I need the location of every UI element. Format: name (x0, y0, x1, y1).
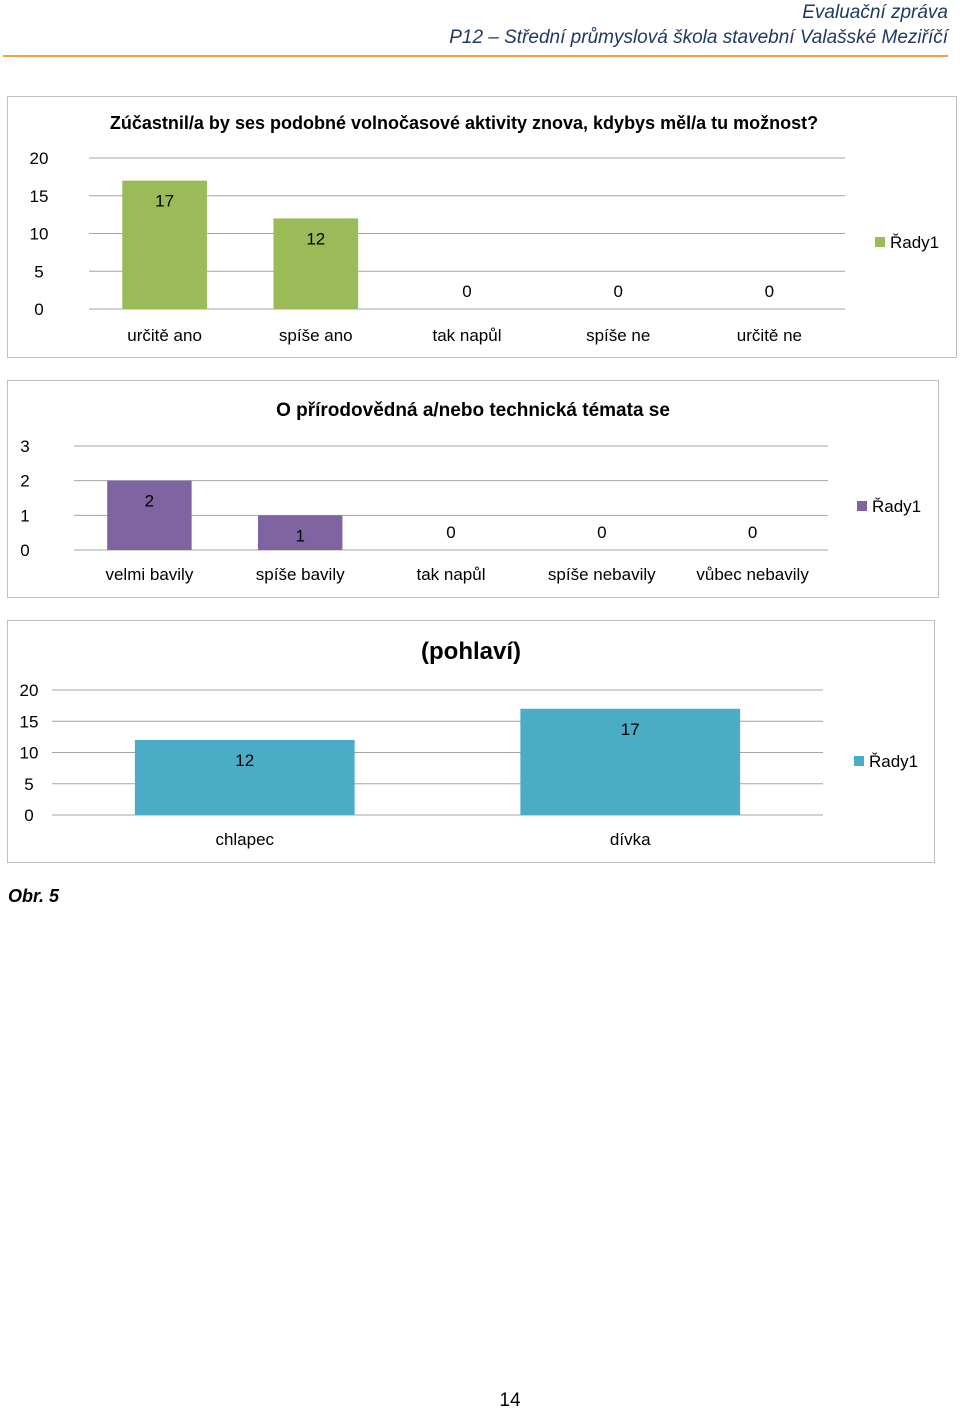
bar (273, 218, 359, 309)
y-tick-label: 2 (20, 472, 29, 491)
category-label: spíše ano (279, 326, 353, 345)
y-tick-label: 15 (20, 712, 39, 731)
legend-label: Řady1 (869, 752, 918, 771)
y-tick-label: 0 (24, 806, 33, 825)
category-label: tak napůl (417, 565, 486, 584)
legend-label: Řady1 (872, 497, 921, 516)
bar (122, 180, 207, 309)
header-rule (3, 55, 948, 57)
y-tick-label: 5 (34, 262, 43, 281)
data-label: 1 (295, 526, 304, 545)
y-tick-label: 5 (24, 775, 33, 794)
data-label: 0 (613, 282, 622, 301)
chart-participate-again: Zúčastnil/a by ses podobné volnočasové a… (7, 96, 957, 358)
category-label: vůbec nebavily (696, 565, 809, 584)
data-label: 0 (462, 282, 471, 301)
legend-swatch (854, 756, 864, 766)
y-tick-label: 3 (20, 437, 29, 456)
chart-participate-again-svg: Zúčastnil/a by ses podobné volnočasové a… (30, 113, 940, 345)
y-tick-label: 15 (30, 187, 49, 206)
data-label: 0 (597, 523, 606, 542)
data-label: 17 (155, 192, 174, 211)
header-title: Evaluační zpráva (802, 2, 948, 23)
category-label: dívka (610, 830, 651, 849)
bar (257, 515, 343, 550)
data-label: 0 (748, 523, 757, 542)
y-tick-label: 10 (20, 744, 39, 763)
chart-title: Zúčastnil/a by ses podobné volnočasové a… (110, 113, 818, 133)
data-label: 17 (621, 720, 640, 739)
legend-swatch (875, 237, 885, 247)
category-label: velmi bavily (105, 565, 193, 584)
page-number: 14 (499, 1390, 521, 1411)
data-label: 0 (446, 523, 455, 542)
category-label: určitě ano (127, 326, 202, 345)
chart-title: O přírodovědná a/nebo technická témata s… (276, 400, 670, 421)
y-tick-label: 0 (20, 541, 29, 560)
bar (520, 708, 741, 815)
y-tick-label: 1 (20, 506, 29, 525)
legend-swatch (857, 501, 867, 511)
chart-science-topics: O přírodovědná a/nebo technická témata s… (7, 380, 939, 598)
bar (107, 480, 192, 550)
data-label: 2 (145, 492, 154, 511)
chart-science-topics-svg: O přírodovědná a/nebo technická témata s… (20, 400, 921, 584)
y-tick-label: 20 (20, 681, 39, 700)
page-header: Evaluační zpráva P12 – Střední průmyslov… (449, 0, 948, 50)
category-label: tak napůl (433, 326, 502, 345)
figure-caption: Obr. 5 (8, 886, 60, 906)
data-label: 0 (765, 282, 774, 301)
category-label: určitě ne (737, 326, 802, 345)
category-label: spíše bavily (256, 565, 345, 584)
data-label: 12 (235, 751, 254, 770)
y-tick-label: 20 (30, 149, 49, 168)
y-tick-label: 10 (30, 225, 49, 244)
chart-gender: (pohlaví) 0 5 10 15 20 12 chlapec 17 dívka Řady1 (7, 620, 935, 863)
data-label: 12 (306, 229, 325, 248)
header-subtitle: P12 – Střední průmyslová škola stavební … (449, 27, 948, 48)
category-label: spíše nebavily (548, 565, 656, 584)
bar (134, 740, 355, 815)
category-label: chlapec (215, 830, 274, 849)
legend-label: Řady1 (890, 233, 939, 252)
category-label: spíše ne (586, 326, 650, 345)
y-tick-label: 0 (34, 300, 43, 319)
chart-gender-svg: (pohlaví) 0 5 10 15 20 12 chlapec 17 dívka Řady1 (20, 638, 919, 849)
chart-title: (pohlaví) (421, 638, 521, 665)
